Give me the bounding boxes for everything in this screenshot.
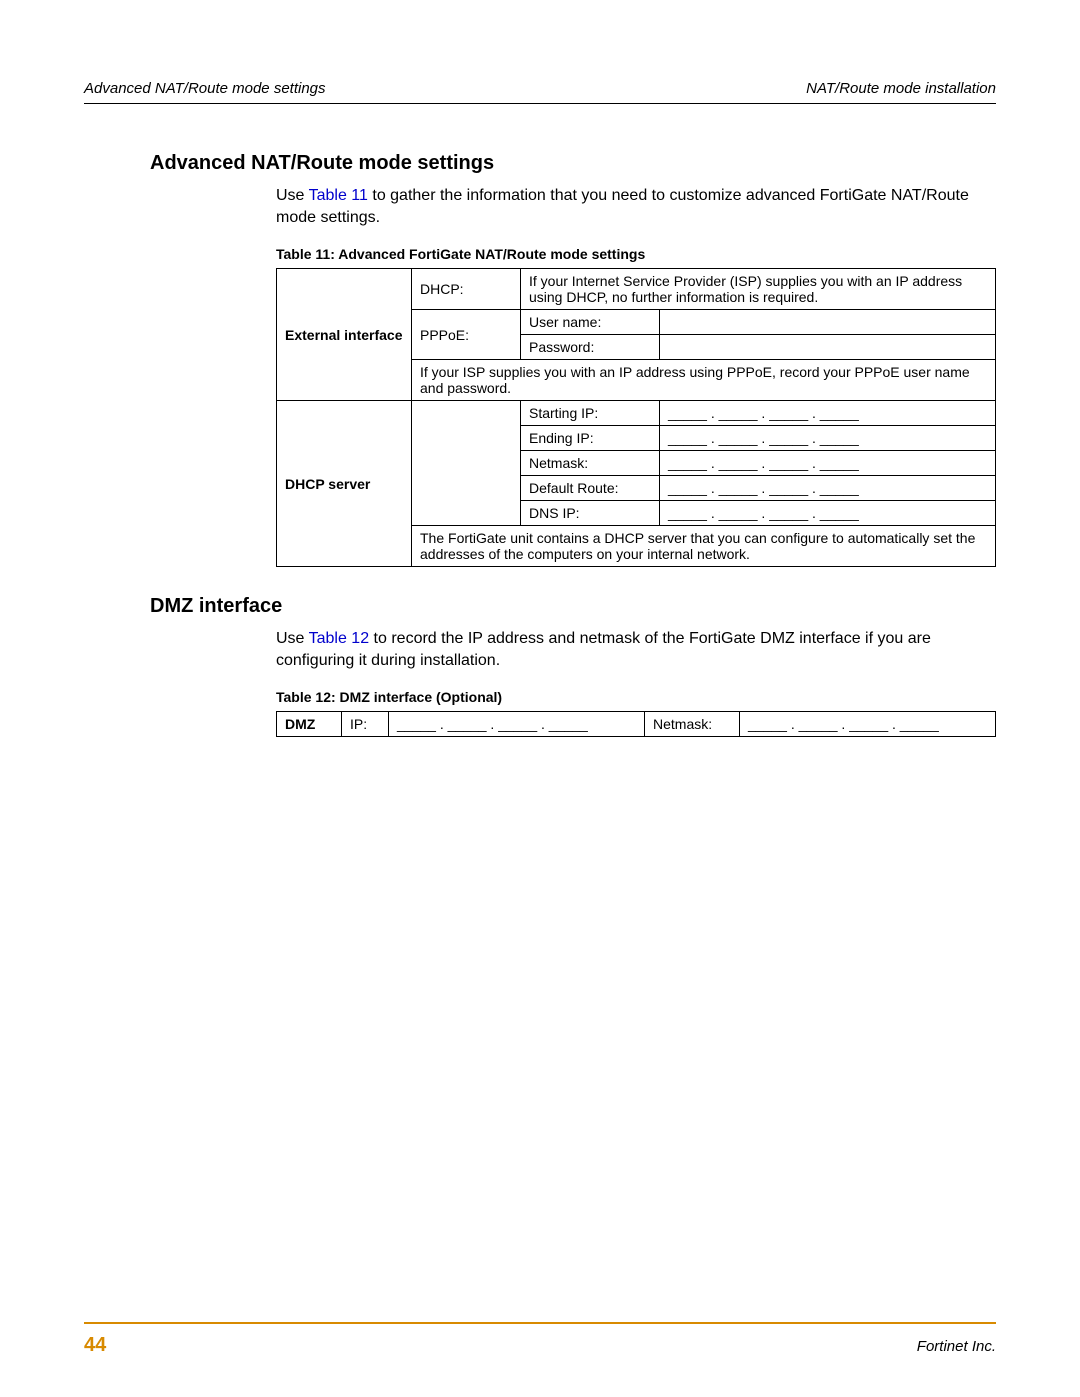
cell-pppoe-user-value: [660, 310, 996, 335]
cell-pppoe-note: If your ISP supplies you with an IP addr…: [412, 360, 996, 401]
table-11: External interface DHCP: If your Interne…: [276, 268, 996, 567]
para-text: Use: [276, 187, 309, 204]
para-dmz: Use Table 12 to record the IP address an…: [276, 628, 996, 671]
cell-starting-ip-value: _____ . _____ . _____ . _____: [660, 401, 996, 426]
cell-pppoe-pass-label: Password:: [521, 335, 660, 360]
para-advanced-nat: Use Table 11 to gather the information t…: [276, 185, 996, 228]
cell-pppoe-pass-value: [660, 335, 996, 360]
cell-dmz-ip-value: _____ . _____ . _____ . _____: [389, 712, 645, 737]
cell-netmask-label: Netmask:: [521, 451, 660, 476]
cell-dns-ip-value: _____ . _____ . _____ . _____: [660, 501, 996, 526]
page: Advanced NAT/Route mode settings NAT/Rou…: [0, 0, 1080, 1397]
footer-rule: [84, 1322, 996, 1324]
cell-dmz-ip-label: IP:: [342, 712, 389, 737]
cell-default-route-value: _____ . _____ . _____ . _____: [660, 476, 996, 501]
para-text: to record the IP address and netmask of …: [276, 630, 931, 669]
para-text: to gather the information that you need …: [276, 187, 969, 226]
cell-dhcp-text: If your Internet Service Provider (ISP) …: [521, 269, 996, 310]
table-11-caption: Table 11: Advanced FortiGate NAT/Route m…: [276, 246, 996, 262]
heading-advanced-nat: Advanced NAT/Route mode settings: [150, 152, 996, 175]
cell-dhcp-server-note: The FortiGate unit contains a DHCP serve…: [412, 526, 996, 567]
cell-dhcp-label: DHCP:: [412, 269, 521, 310]
page-footer: 44 Fortinet Inc.: [84, 1322, 996, 1357]
header-right: NAT/Route mode installation: [806, 80, 996, 97]
running-header: Advanced NAT/Route mode settings NAT/Rou…: [84, 80, 996, 104]
cell-dmz-netmask-value: _____ . _____ . _____ . _____: [740, 712, 996, 737]
header-left: Advanced NAT/Route mode settings: [84, 80, 326, 97]
cell-dmz-netmask-label: Netmask:: [645, 712, 740, 737]
section-advanced-nat: Advanced NAT/Route mode settings Use Tab…: [150, 152, 996, 567]
cell-netmask-value: _____ . _____ . _____ . _____: [660, 451, 996, 476]
link-table-12[interactable]: Table 12: [309, 630, 370, 647]
table-11-wrap: Table 11: Advanced FortiGate NAT/Route m…: [276, 246, 996, 567]
heading-dmz: DMZ interface: [150, 595, 996, 618]
page-number: 44: [84, 1334, 106, 1357]
cell-pppoe-label: PPPoE:: [412, 310, 521, 360]
cell-ending-ip-label: Ending IP:: [521, 426, 660, 451]
cell-dns-ip-label: DNS IP:: [521, 501, 660, 526]
table-12-wrap: Table 12: DMZ interface (Optional) DMZ I…: [276, 689, 996, 737]
cell-dmz-label: DMZ: [277, 712, 342, 737]
cell-dhcp-server-label: DHCP server: [277, 401, 412, 567]
cell-dhcp-server-spacer: [412, 401, 521, 526]
cell-external-interface: External interface: [277, 269, 412, 401]
section-dmz: DMZ interface Use Table 12 to record the…: [150, 595, 996, 737]
link-table-11[interactable]: Table 11: [309, 187, 368, 204]
cell-ending-ip-value: _____ . _____ . _____ . _____: [660, 426, 996, 451]
cell-starting-ip-label: Starting IP:: [521, 401, 660, 426]
cell-default-route-label: Default Route:: [521, 476, 660, 501]
cell-pppoe-user-label: User name:: [521, 310, 660, 335]
table-12-caption: Table 12: DMZ interface (Optional): [276, 689, 996, 705]
footer-company: Fortinet Inc.: [917, 1338, 996, 1355]
table-12: DMZ IP: _____ . _____ . _____ . _____ Ne…: [276, 711, 996, 737]
para-text: Use: [276, 630, 309, 647]
